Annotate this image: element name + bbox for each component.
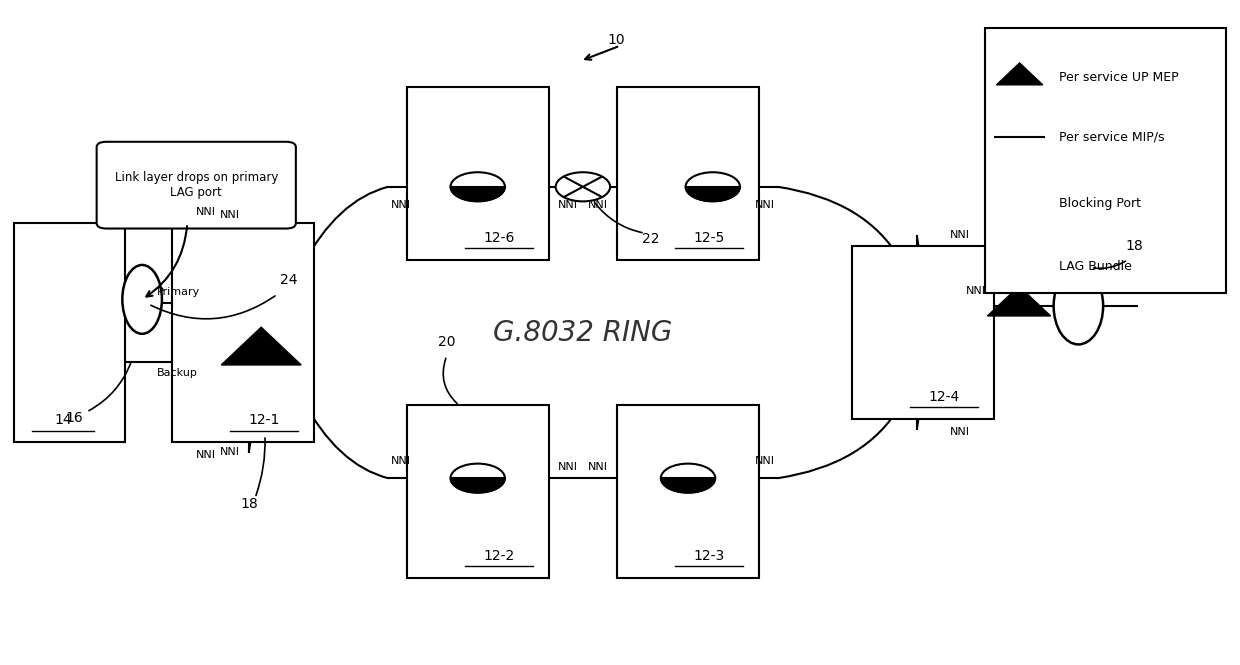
Text: 12-4: 12-4 bbox=[929, 390, 960, 404]
Polygon shape bbox=[987, 286, 1050, 316]
Text: Blocking Port: Blocking Port bbox=[1059, 197, 1141, 210]
Text: Link layer drops on primary
LAG port: Link layer drops on primary LAG port bbox=[114, 171, 278, 199]
Circle shape bbox=[686, 172, 740, 201]
Text: NNI: NNI bbox=[588, 462, 609, 471]
FancyBboxPatch shape bbox=[407, 406, 549, 577]
Text: NNI: NNI bbox=[196, 450, 216, 460]
FancyBboxPatch shape bbox=[618, 88, 759, 259]
Text: NNI: NNI bbox=[196, 207, 216, 217]
Text: 14: 14 bbox=[55, 413, 72, 427]
Text: 18: 18 bbox=[1125, 239, 1143, 253]
Polygon shape bbox=[994, 137, 1044, 150]
Polygon shape bbox=[450, 187, 505, 201]
FancyBboxPatch shape bbox=[97, 142, 296, 229]
Text: NNI: NNI bbox=[558, 200, 578, 210]
Text: NNI: NNI bbox=[221, 447, 241, 457]
Text: 22: 22 bbox=[642, 232, 660, 246]
Text: 18: 18 bbox=[241, 497, 258, 511]
Text: NNI: NNI bbox=[391, 456, 410, 466]
Text: NNI: NNI bbox=[588, 200, 609, 210]
Ellipse shape bbox=[1054, 267, 1104, 344]
Circle shape bbox=[450, 464, 505, 493]
Circle shape bbox=[556, 172, 610, 201]
Text: 12-5: 12-5 bbox=[693, 231, 725, 245]
Circle shape bbox=[994, 124, 1044, 150]
Text: 16: 16 bbox=[66, 411, 83, 425]
Text: NNI: NNI bbox=[950, 426, 970, 436]
Text: 12-2: 12-2 bbox=[484, 549, 515, 563]
Text: Per service MIP/s: Per service MIP/s bbox=[1059, 130, 1164, 144]
Circle shape bbox=[661, 464, 715, 493]
Text: Per service UP MEP: Per service UP MEP bbox=[1059, 71, 1179, 84]
Text: Backup: Backup bbox=[157, 368, 198, 378]
Polygon shape bbox=[686, 187, 740, 201]
Polygon shape bbox=[661, 478, 715, 493]
Text: 10: 10 bbox=[608, 33, 625, 47]
Text: Primary: Primary bbox=[157, 287, 200, 297]
Text: NNI: NNI bbox=[966, 286, 986, 296]
Ellipse shape bbox=[999, 239, 1039, 294]
Text: LAG Bundle: LAG Bundle bbox=[1059, 260, 1132, 273]
Circle shape bbox=[450, 172, 505, 201]
Text: 12-3: 12-3 bbox=[693, 549, 725, 563]
FancyBboxPatch shape bbox=[171, 223, 314, 442]
Text: NNI: NNI bbox=[755, 456, 775, 466]
Polygon shape bbox=[450, 478, 505, 493]
Text: G.8032 RING: G.8032 RING bbox=[494, 319, 672, 346]
FancyBboxPatch shape bbox=[852, 247, 994, 418]
Text: 24: 24 bbox=[280, 273, 298, 287]
Text: 12-1: 12-1 bbox=[248, 413, 280, 427]
Text: 20: 20 bbox=[438, 334, 455, 348]
Text: NNI: NNI bbox=[558, 462, 578, 471]
Ellipse shape bbox=[123, 265, 162, 334]
Circle shape bbox=[994, 190, 1044, 217]
Text: NNI: NNI bbox=[755, 200, 775, 210]
Polygon shape bbox=[997, 63, 1043, 85]
FancyBboxPatch shape bbox=[14, 223, 125, 442]
FancyBboxPatch shape bbox=[618, 406, 759, 577]
Polygon shape bbox=[221, 327, 301, 365]
Text: 12-6: 12-6 bbox=[484, 231, 515, 245]
FancyBboxPatch shape bbox=[407, 88, 549, 259]
Text: NNI: NNI bbox=[221, 210, 241, 220]
Text: NNI: NNI bbox=[950, 230, 970, 240]
FancyBboxPatch shape bbox=[985, 28, 1226, 293]
Text: NNI: NNI bbox=[391, 200, 410, 210]
